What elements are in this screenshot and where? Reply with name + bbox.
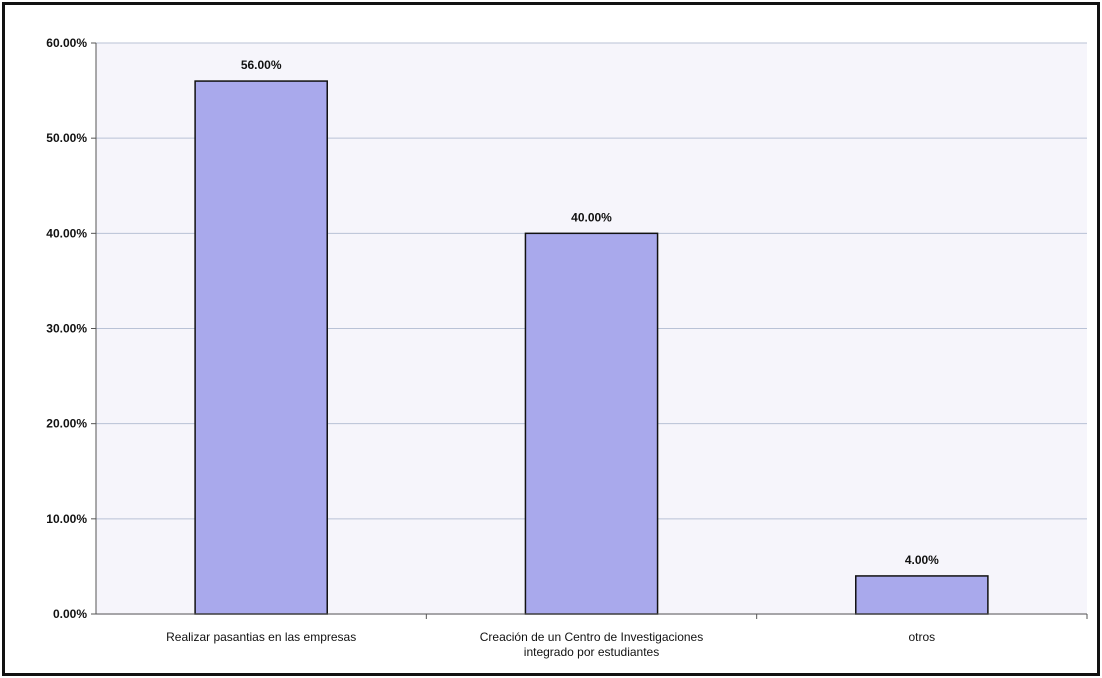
y-tick-label: 50.00% xyxy=(46,131,87,145)
y-tick-label: 10.00% xyxy=(46,512,87,526)
x-category-label: integrado por estudiantes xyxy=(524,645,659,659)
x-category-label: otros xyxy=(908,630,935,644)
bar xyxy=(524,232,659,615)
bar-chart: 0.00% 10.00% 20.00% 30.00% 40.00% 50.00% 60.00… xyxy=(46,36,1088,659)
data-label: 40.00% xyxy=(571,210,612,224)
y-tick-label: 20.00% xyxy=(46,417,87,431)
y-tick-label: 30.00% xyxy=(46,322,87,336)
x-category-label: Creación de un Centro de Investigaciones xyxy=(480,630,703,644)
y-tick-label: 60.00% xyxy=(46,36,87,50)
bar xyxy=(194,80,328,615)
data-label: 56.00% xyxy=(241,58,282,72)
x-category-label: Realizar pasantias en las empresas xyxy=(166,630,356,644)
data-label: 4.00% xyxy=(905,553,939,567)
y-tick-label: 0.00% xyxy=(53,607,87,621)
bar xyxy=(855,575,989,615)
y-tick-label: 40.00% xyxy=(46,226,87,240)
